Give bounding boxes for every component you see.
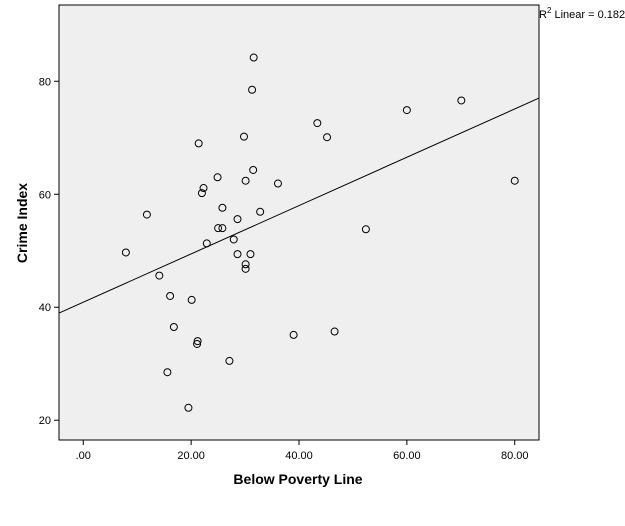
data-point xyxy=(289,330,298,339)
data-point xyxy=(249,165,258,174)
data-point xyxy=(239,132,248,141)
data-point xyxy=(330,327,339,336)
data-point xyxy=(457,96,466,105)
data-point xyxy=(199,184,208,193)
y-tick-label: 20 xyxy=(39,415,51,427)
r2-superscript: 2 xyxy=(547,6,552,15)
data-point xyxy=(273,179,282,188)
data-point xyxy=(229,235,238,244)
data-point xyxy=(214,224,223,233)
data-point xyxy=(194,139,203,148)
x-tick-label: 60.00 xyxy=(393,450,421,462)
plot-area xyxy=(58,4,540,441)
data-point xyxy=(184,403,193,412)
y-tick-label: 80 xyxy=(39,76,51,88)
data-point xyxy=(187,295,196,304)
x-tick-label: 20.00 xyxy=(177,450,205,462)
linear-fit-line xyxy=(58,97,540,314)
data-point xyxy=(218,203,227,212)
data-point xyxy=(121,248,130,257)
data-point xyxy=(225,356,234,365)
data-points xyxy=(121,53,519,412)
x-tick-label: 80.00 xyxy=(501,450,529,462)
data-point xyxy=(155,271,164,280)
data-point xyxy=(197,189,206,198)
data-point xyxy=(241,176,250,185)
data-point xyxy=(213,173,222,182)
data-point xyxy=(193,339,202,348)
data-point xyxy=(510,176,519,185)
x-tick-label: .00 xyxy=(76,450,91,462)
data-point xyxy=(218,224,227,233)
y-tick-label: 60 xyxy=(39,189,51,201)
x-axis-title: Below Poverty Line xyxy=(233,471,362,487)
data-point xyxy=(402,106,411,115)
data-point xyxy=(361,225,370,234)
data-point xyxy=(169,323,178,332)
data-point xyxy=(163,368,172,377)
r2-suffix: Linear = 0.182 xyxy=(551,9,625,21)
r2-prefix: R xyxy=(539,9,547,21)
data-point xyxy=(256,207,265,216)
data-point xyxy=(233,250,242,259)
y-axis-title: Crime Index xyxy=(14,183,30,263)
data-point xyxy=(202,239,211,248)
r2-label: R2 Linear = 0.182 xyxy=(539,6,625,21)
data-point xyxy=(313,119,322,128)
axis-ticks: .00 20.00 40.00 60.00 80.00 20 40 60 80 xyxy=(39,76,529,462)
data-point xyxy=(241,260,250,269)
data-point xyxy=(248,85,257,94)
data-point xyxy=(142,210,151,219)
data-point xyxy=(233,215,242,224)
data-point xyxy=(193,337,202,346)
data-point xyxy=(166,291,175,300)
data-point xyxy=(246,250,255,259)
data-point xyxy=(249,53,258,62)
x-tick-label: 40.00 xyxy=(285,450,313,462)
data-point xyxy=(323,133,332,142)
y-tick-label: 40 xyxy=(39,302,51,314)
data-point xyxy=(241,264,250,273)
